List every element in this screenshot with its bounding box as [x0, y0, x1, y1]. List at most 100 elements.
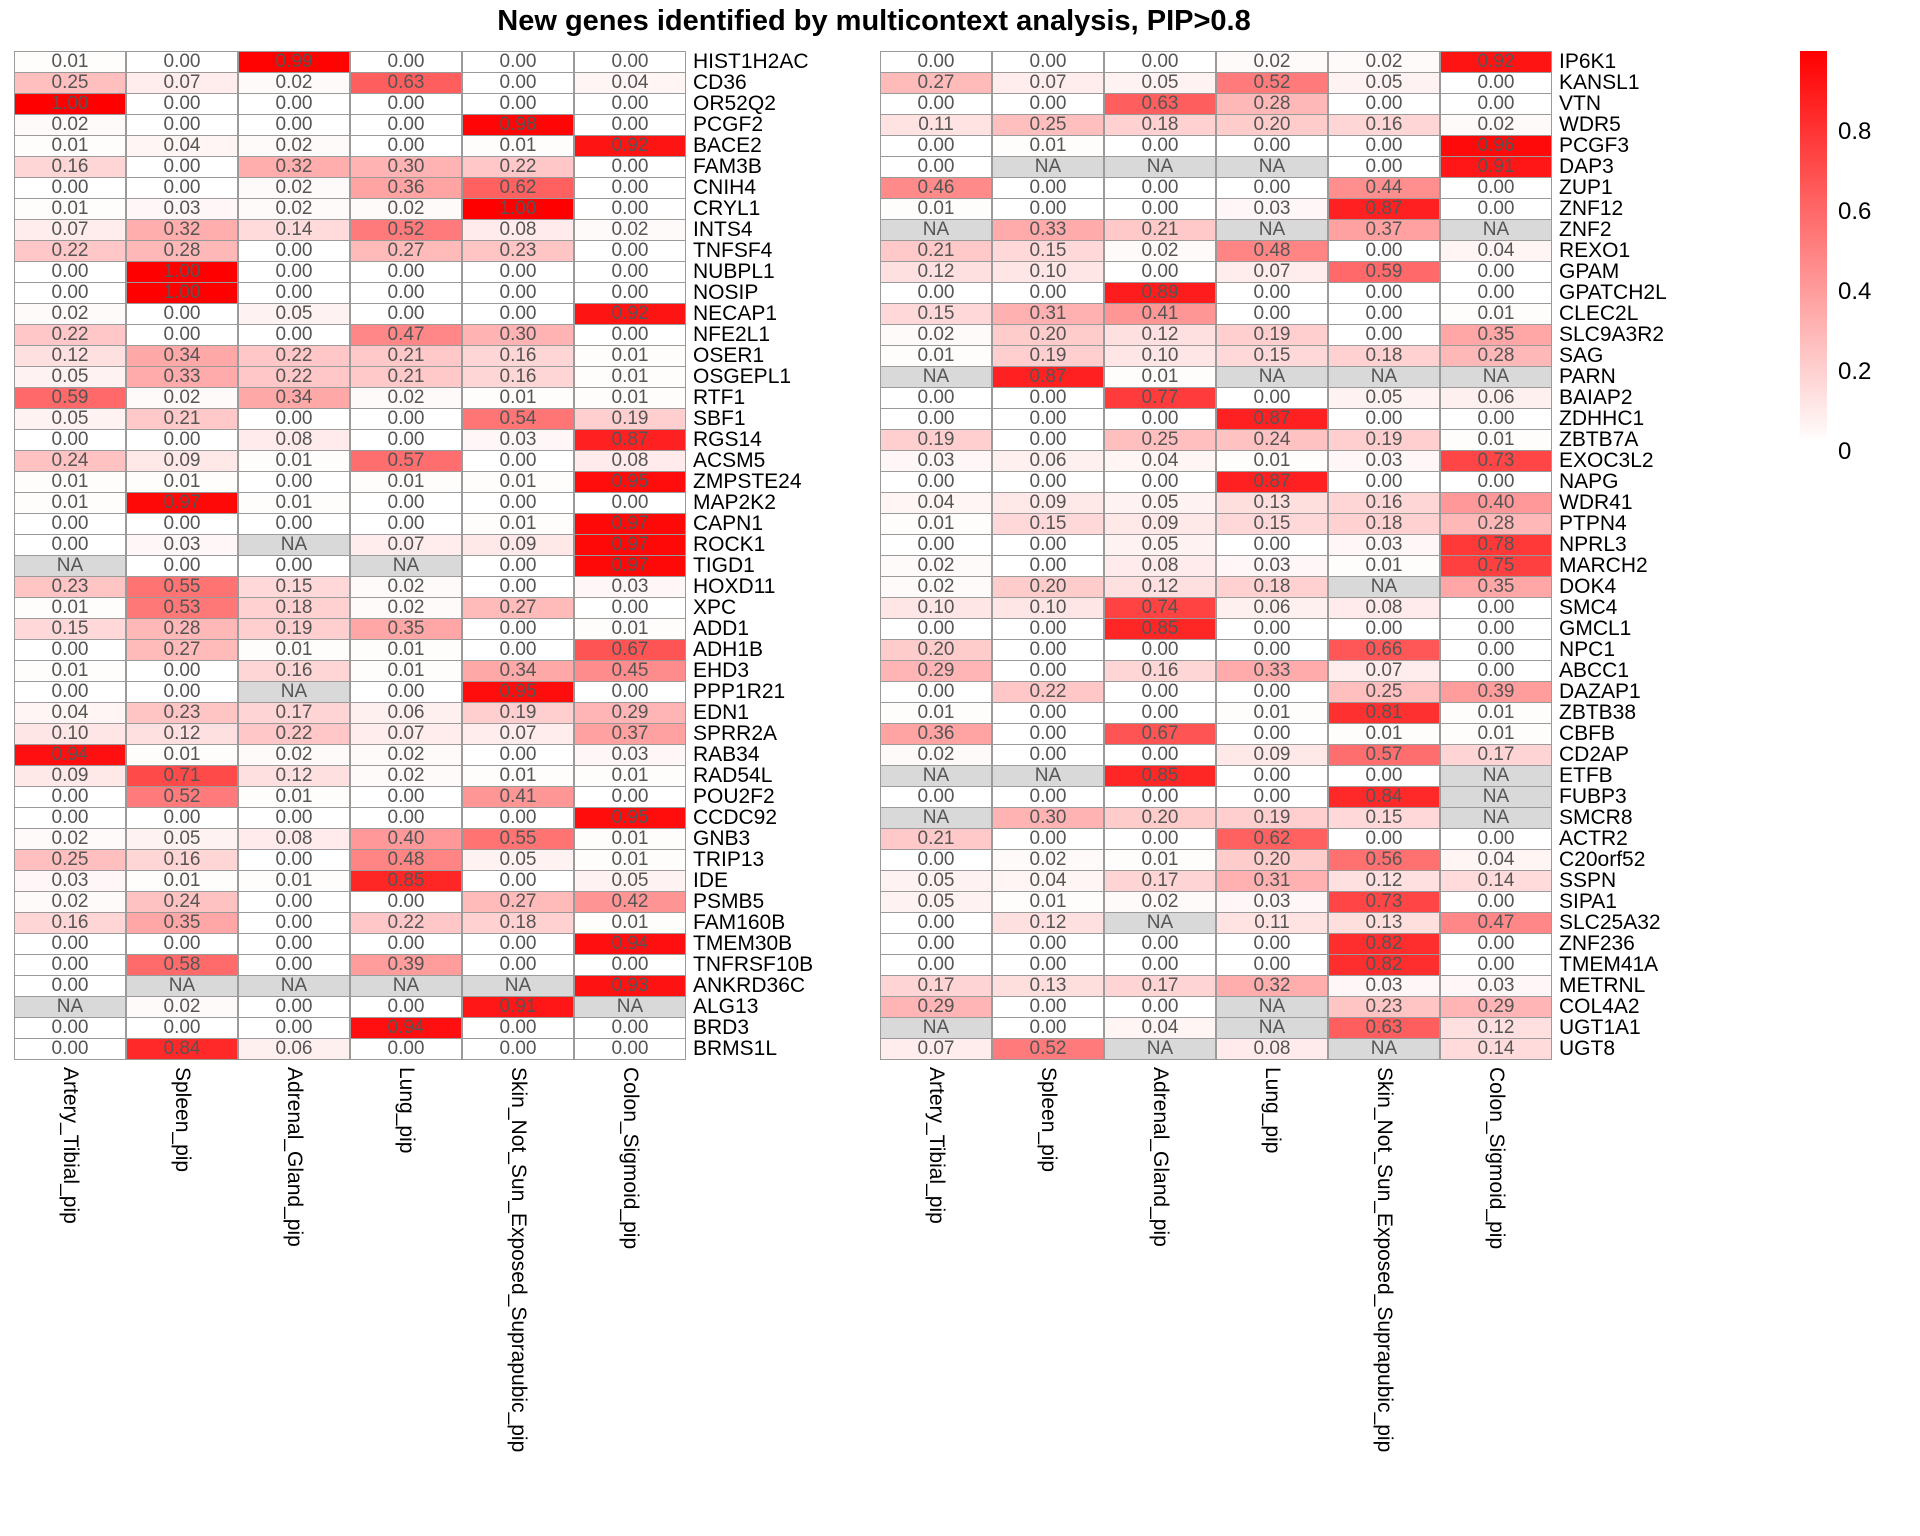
- heatmap-cell: [574, 408, 686, 430]
- heatmap-cell: [1440, 1038, 1552, 1060]
- heatmap-cell: [126, 93, 238, 115]
- heatmap-cell: [462, 870, 574, 892]
- heatmap-cell: [462, 282, 574, 304]
- heatmap-cell: [238, 660, 350, 682]
- column-label: Adrenal_Gland_pip: [283, 1067, 306, 1247]
- heatmap-cell: [14, 1038, 126, 1060]
- heatmap-cell: [462, 597, 574, 619]
- row-label: SLC25A32: [1559, 911, 1661, 934]
- heatmap-cell: [126, 282, 238, 304]
- heatmap-cell: [992, 1017, 1104, 1039]
- heatmap-cell: [574, 744, 686, 766]
- heatmap-cell: [14, 198, 126, 220]
- heatmap-cell: [14, 849, 126, 871]
- heatmap-cell: [992, 618, 1104, 640]
- row-label: SMC4: [1559, 596, 1618, 619]
- heatmap-cell: [574, 555, 686, 577]
- heatmap-cell: [126, 723, 238, 745]
- heatmap-cell: [462, 240, 574, 262]
- heatmap-cell: [1440, 912, 1552, 934]
- heatmap-cell: [14, 660, 126, 682]
- heatmap-cell: [992, 282, 1104, 304]
- heatmap-cell: [462, 261, 574, 283]
- heatmap-cell: [1440, 744, 1552, 766]
- heatmap-cell: [1440, 51, 1552, 73]
- row-label: PTPN4: [1559, 512, 1627, 535]
- heatmap-cell: [126, 450, 238, 472]
- heatmap-cell: [992, 786, 1104, 808]
- row-label: ZMPSTE24: [693, 470, 802, 493]
- heatmap-cell: [574, 702, 686, 724]
- heatmap-cell: [350, 954, 462, 976]
- heatmap-cell: [238, 870, 350, 892]
- heatmap-cell: [1328, 1017, 1440, 1039]
- heatmap-cell: [350, 72, 462, 94]
- heatmap-cell: [1440, 429, 1552, 451]
- heatmap-cell: [1440, 177, 1552, 199]
- heatmap-cell: [1328, 576, 1440, 598]
- heatmap-cell: [1440, 807, 1552, 829]
- heatmap-cell: [1440, 1017, 1552, 1039]
- heatmap-cell: [350, 492, 462, 514]
- heatmap-cell: [238, 828, 350, 850]
- heatmap-cell: [880, 912, 992, 934]
- heatmap-cell: [126, 975, 238, 997]
- heatmap-cell: [574, 93, 686, 115]
- heatmap-cell: [462, 576, 574, 598]
- heatmap-cell: [126, 366, 238, 388]
- heatmap-cell: [1440, 240, 1552, 262]
- heatmap-cell: [992, 639, 1104, 661]
- heatmap-cell: [126, 849, 238, 871]
- heatmap-cell: [1104, 450, 1216, 472]
- heatmap-cell: [350, 135, 462, 157]
- legend-gradient-bar: [1800, 51, 1827, 443]
- heatmap-cell: [1216, 660, 1328, 682]
- heatmap-cell: [238, 534, 350, 556]
- heatmap-cell: [574, 156, 686, 178]
- heatmap-cell: [126, 576, 238, 598]
- heatmap-cell: [1440, 198, 1552, 220]
- legend-tick-label: 0.2: [1838, 358, 1872, 385]
- heatmap-cell: [992, 177, 1104, 199]
- heatmap-cell: [1216, 219, 1328, 241]
- heatmap-cell: [1104, 933, 1216, 955]
- row-label: DOK4: [1559, 575, 1617, 598]
- heatmap-cell: [350, 450, 462, 472]
- heatmap-cell: [1216, 177, 1328, 199]
- heatmap-cell: [1328, 387, 1440, 409]
- heatmap-cell: [350, 996, 462, 1018]
- heatmap-cell: [1328, 282, 1440, 304]
- row-label: ACSM5: [693, 449, 766, 472]
- heatmap-cell: [14, 576, 126, 598]
- heatmap-cell: [238, 702, 350, 724]
- heatmap-cell: [462, 996, 574, 1018]
- heatmap-cell: [126, 639, 238, 661]
- heatmap-cell: [14, 807, 126, 829]
- row-label: INTS4: [693, 218, 753, 241]
- row-label: EHD3: [693, 659, 750, 682]
- heatmap-cell: [1104, 198, 1216, 220]
- heatmap-cell: [880, 786, 992, 808]
- heatmap-cell: [462, 702, 574, 724]
- heatmap-cell: [1328, 135, 1440, 157]
- heatmap-cell: [14, 366, 126, 388]
- heatmap-cell: [1440, 534, 1552, 556]
- heatmap-cell: [1216, 996, 1328, 1018]
- heatmap-cell: [992, 765, 1104, 787]
- heatmap-cell: [1104, 681, 1216, 703]
- heatmap-cell: [992, 51, 1104, 73]
- heatmap-cell: [574, 597, 686, 619]
- heatmap-cell: [238, 975, 350, 997]
- heatmap-cell: [350, 366, 462, 388]
- heatmap-cell: [14, 891, 126, 913]
- heatmap-cell: [1328, 471, 1440, 493]
- heatmap-cell: [462, 219, 574, 241]
- heatmap-cell: [574, 72, 686, 94]
- heatmap-cell: [1104, 975, 1216, 997]
- heatmap-cell: [1216, 72, 1328, 94]
- heatmap-cell: [880, 723, 992, 745]
- heatmap-cell: [1440, 891, 1552, 913]
- heatmap-cell: [880, 93, 992, 115]
- heatmap-cell: [574, 387, 686, 409]
- heatmap-cell: [1216, 870, 1328, 892]
